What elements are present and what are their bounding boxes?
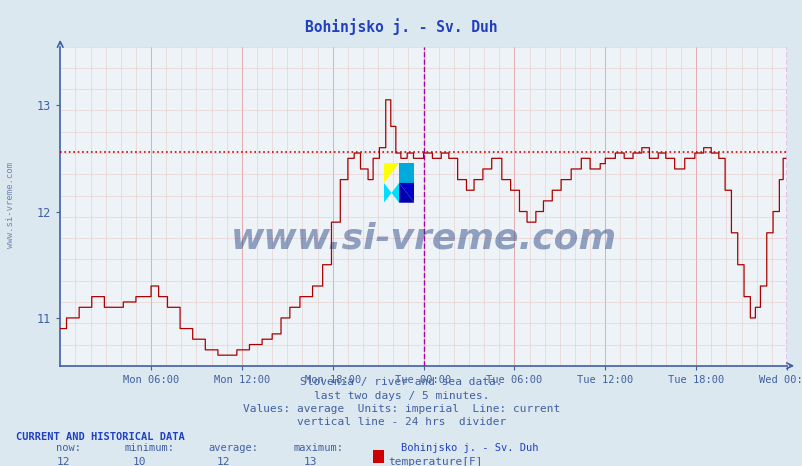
Text: Values: average  Units: imperial  Line: current: Values: average Units: imperial Line: cu… [242, 404, 560, 413]
Text: maximum:: maximum: [293, 443, 342, 452]
Text: Bohinjsko j. - Sv. Duh: Bohinjsko j. - Sv. Duh [305, 19, 497, 35]
Text: CURRENT AND HISTORICAL DATA: CURRENT AND HISTORICAL DATA [16, 432, 184, 441]
Text: temperature[F]: temperature[F] [387, 457, 482, 466]
Polygon shape [399, 183, 414, 203]
Text: 13: 13 [303, 457, 317, 466]
Text: www.si-vreme.com: www.si-vreme.com [6, 162, 15, 248]
Text: Bohinjsko j. - Sv. Duh: Bohinjsko j. - Sv. Duh [401, 443, 538, 452]
Text: Slovenia / river and sea data.: Slovenia / river and sea data. [300, 377, 502, 387]
Text: www.si-vreme.com: www.si-vreme.com [230, 221, 616, 255]
Text: 10: 10 [132, 457, 146, 466]
Polygon shape [383, 183, 399, 203]
Text: vertical line - 24 hrs  divider: vertical line - 24 hrs divider [297, 417, 505, 426]
Polygon shape [399, 183, 414, 203]
Text: now:: now: [56, 443, 81, 452]
Text: last two days / 5 minutes.: last two days / 5 minutes. [314, 391, 488, 400]
Polygon shape [383, 163, 399, 183]
Text: 12: 12 [217, 457, 230, 466]
Text: 12: 12 [56, 457, 70, 466]
Text: minimum:: minimum: [124, 443, 174, 452]
Polygon shape [399, 163, 414, 183]
Text: average:: average: [209, 443, 258, 452]
